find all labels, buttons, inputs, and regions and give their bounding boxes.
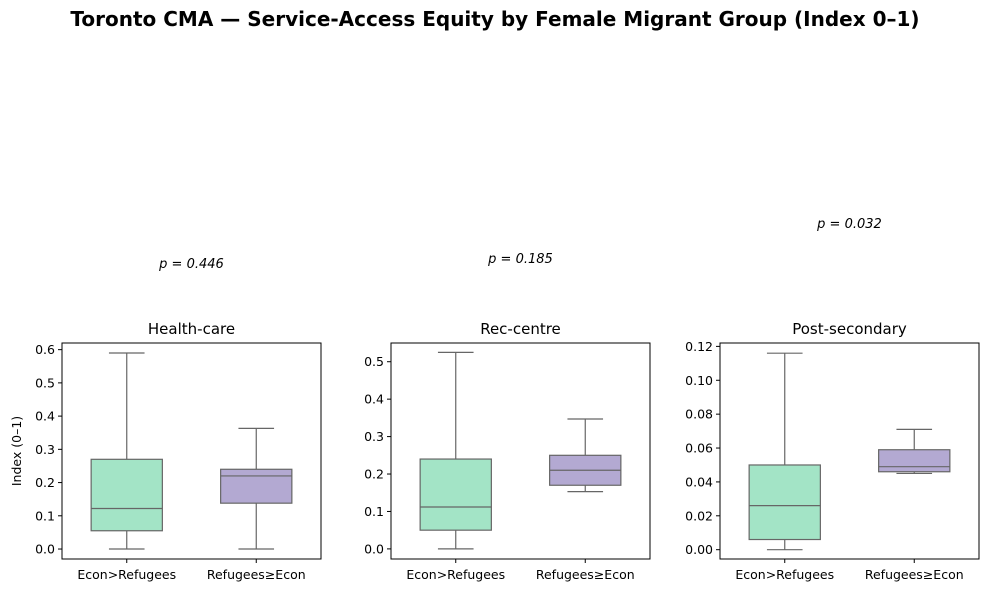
panel-2: Rec-centre p = 0.185 0.0 0.1 0.2 0.3 0.4 0.5 Eco… bbox=[364, 252, 651, 582]
panel-title: Rec-centre bbox=[480, 320, 561, 338]
iqr-box bbox=[90, 458, 163, 532]
p-value-annotation: p = 0.032 bbox=[816, 217, 882, 232]
p-value-annotation: p = 0.446 bbox=[158, 257, 224, 272]
y-tick-label: 0.06 bbox=[685, 441, 713, 456]
panel-title: Health-care bbox=[148, 320, 235, 338]
y-tick-label: 0.0 bbox=[35, 542, 55, 557]
y-tick-label: 0.10 bbox=[685, 373, 713, 388]
y-tick-label: 0.02 bbox=[685, 508, 713, 523]
panel-1: Health-care p = 0.446 Index (0–1) 0.0 0.1 0.2… bbox=[9, 257, 322, 582]
x-tick-label: Econ>Refugees bbox=[77, 567, 176, 582]
box-refugees-econ bbox=[878, 428, 951, 475]
y-tick-label: 0.2 bbox=[364, 467, 384, 482]
box-econ-refugees bbox=[90, 352, 163, 550]
axes-frame bbox=[390, 342, 651, 560]
p-value-annotation: p = 0.185 bbox=[487, 252, 553, 267]
panel-title: Post-secondary bbox=[792, 320, 907, 338]
y-tick-label: 0.08 bbox=[685, 407, 713, 422]
y-tick-label: 0.1 bbox=[364, 504, 384, 519]
x-tick-label: Refugees≥Econ bbox=[207, 567, 306, 582]
y-tick-label: 0.4 bbox=[35, 409, 55, 424]
x-tick-label: Econ>Refugees bbox=[406, 567, 505, 582]
y-tick-label: 0.04 bbox=[685, 474, 713, 489]
y-axis-label: Index (0–1) bbox=[9, 416, 24, 486]
y-tick-label: 0.5 bbox=[35, 375, 55, 390]
y-tick-label: 0.1 bbox=[35, 508, 55, 523]
iqr-box bbox=[748, 464, 821, 541]
y-tick-label: 0.12 bbox=[685, 339, 713, 354]
box-refugees-econ bbox=[220, 427, 293, 550]
axes-frame bbox=[61, 342, 322, 560]
box-refugees-econ bbox=[549, 418, 622, 493]
y-tick-label: 0.3 bbox=[364, 429, 384, 444]
y-tick-label: 0.4 bbox=[364, 392, 384, 407]
x-tick-label: Refugees≥Econ bbox=[536, 567, 635, 582]
iqr-box bbox=[220, 468, 293, 504]
box-econ-refugees bbox=[419, 351, 492, 550]
x-tick-label: Econ>Refugees bbox=[735, 567, 834, 582]
y-tick-label: 0.0 bbox=[364, 541, 384, 556]
figure-title: Toronto CMA — Service-Access Equity by F… bbox=[70, 7, 919, 31]
y-tick-label: 0.2 bbox=[35, 475, 55, 490]
x-tick-label: Refugees≥Econ bbox=[865, 567, 964, 582]
iqr-box bbox=[878, 449, 951, 473]
y-tick-label: 0.00 bbox=[685, 542, 713, 557]
box-econ-refugees bbox=[748, 352, 821, 551]
panel-3: Post-secondary p = 0.032 0.00 0.02 0.04 0.06 0… bbox=[685, 217, 980, 582]
iqr-box bbox=[419, 458, 492, 531]
y-tick-label: 0.5 bbox=[364, 354, 384, 369]
y-tick-label: 0.3 bbox=[35, 442, 55, 457]
axes-frame bbox=[719, 342, 980, 560]
y-tick-label: 0.6 bbox=[35, 342, 55, 357]
